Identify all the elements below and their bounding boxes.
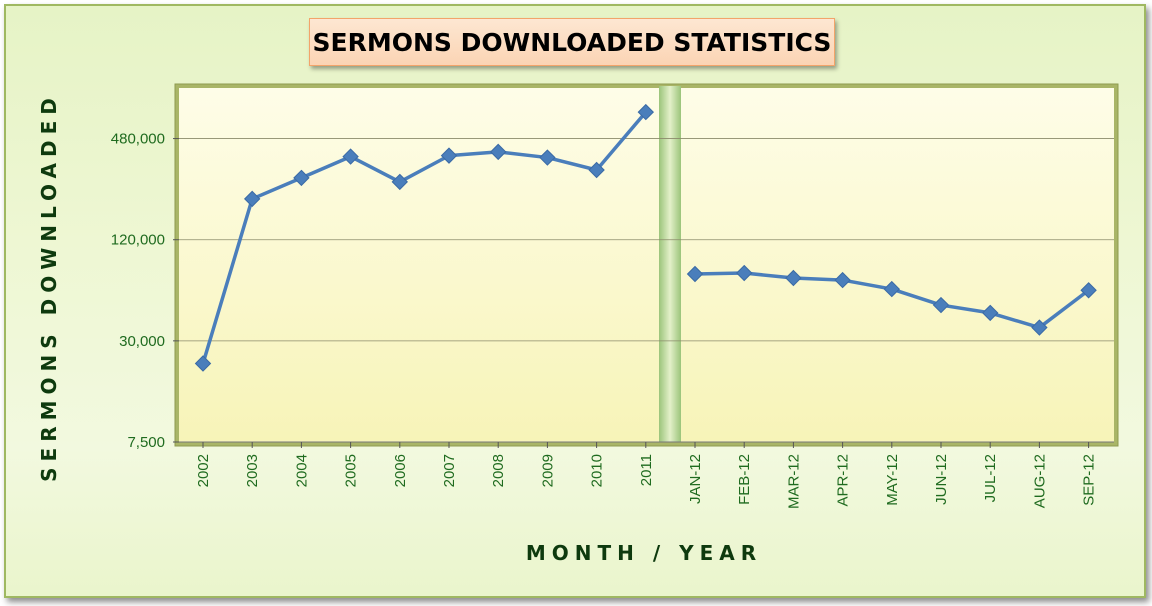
data-point bbox=[391, 173, 409, 191]
y-tick-label: 120,000 bbox=[111, 232, 165, 249]
data-point bbox=[883, 280, 901, 298]
x-tick-label: 2011 bbox=[638, 454, 655, 486]
x-tick-label: 2004 bbox=[293, 454, 310, 487]
period-divider bbox=[659, 86, 681, 442]
y-tick-label: 7,500 bbox=[127, 434, 165, 451]
data-point bbox=[1080, 282, 1097, 299]
x-tick-label: 2009 bbox=[539, 454, 556, 487]
x-tick-label: JAN-12 bbox=[687, 454, 704, 504]
data-point bbox=[686, 265, 704, 283]
data-point bbox=[932, 296, 950, 314]
x-tick-label: MAY-12 bbox=[884, 454, 901, 506]
data-point bbox=[440, 147, 458, 164]
x-tick-label: JUL-12 bbox=[982, 454, 999, 502]
y-tick-label: 30,000 bbox=[119, 333, 165, 350]
x-tick-label: SEP-12 bbox=[1081, 454, 1098, 506]
x-tick-label: FEB-12 bbox=[736, 454, 753, 505]
data-point bbox=[342, 148, 359, 165]
data-point bbox=[834, 271, 851, 289]
x-tick-label: MAR-12 bbox=[785, 454, 802, 509]
x-tick-label: 2006 bbox=[392, 454, 409, 487]
x-tick-label: 2008 bbox=[490, 454, 507, 487]
y-tick-label: 480,000 bbox=[111, 131, 165, 148]
data-point bbox=[785, 269, 802, 287]
x-tick-label: APR-12 bbox=[835, 454, 852, 507]
gridlines bbox=[179, 138, 1114, 443]
x-tick-label: 2002 bbox=[195, 454, 212, 487]
x-tick-label: 2007 bbox=[441, 454, 458, 487]
data-point bbox=[637, 103, 655, 121]
y-axis-title: SERMONS DOWNLOADED bbox=[37, 92, 61, 482]
y-axis-ticks: 7,500 30,000 120,000 480,000 bbox=[111, 131, 179, 451]
data-point bbox=[981, 304, 999, 322]
plot-area bbox=[174, 83, 1119, 447]
x-axis-ticks: 2002 2003 2004 2005 2006 2007 2008 2009 2010 2011… bbox=[195, 442, 1098, 509]
data-point bbox=[243, 190, 261, 208]
x-axis-title: MONTH / YEAR bbox=[526, 541, 762, 565]
data-point bbox=[293, 169, 310, 187]
x-tick-label: 2003 bbox=[244, 454, 261, 487]
data-point bbox=[489, 143, 507, 161]
data-point bbox=[735, 264, 753, 282]
chart-title: SERMONS DOWNLOADED STATISTICS bbox=[312, 27, 832, 57]
series-markers bbox=[194, 103, 1097, 372]
x-tick-label: AUG-12 bbox=[1031, 454, 1048, 508]
data-point bbox=[194, 355, 212, 372]
x-tick-label: JUN-12 bbox=[933, 454, 950, 505]
data-point bbox=[588, 161, 605, 179]
chart-title-box: SERMONS DOWNLOADED STATISTICS bbox=[309, 18, 835, 66]
data-point bbox=[1031, 319, 1048, 336]
data-point bbox=[539, 149, 556, 166]
series-segment bbox=[201, 110, 648, 364]
plot-fill bbox=[179, 88, 1114, 442]
x-tick-label: 2005 bbox=[343, 454, 360, 487]
x-tick-label: 2010 bbox=[589, 454, 606, 487]
